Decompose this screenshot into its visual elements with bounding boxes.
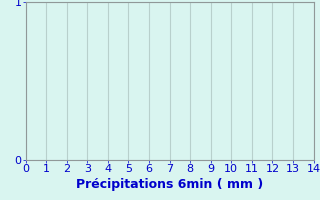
X-axis label: Précipitations 6min ( mm ): Précipitations 6min ( mm ) bbox=[76, 178, 263, 191]
